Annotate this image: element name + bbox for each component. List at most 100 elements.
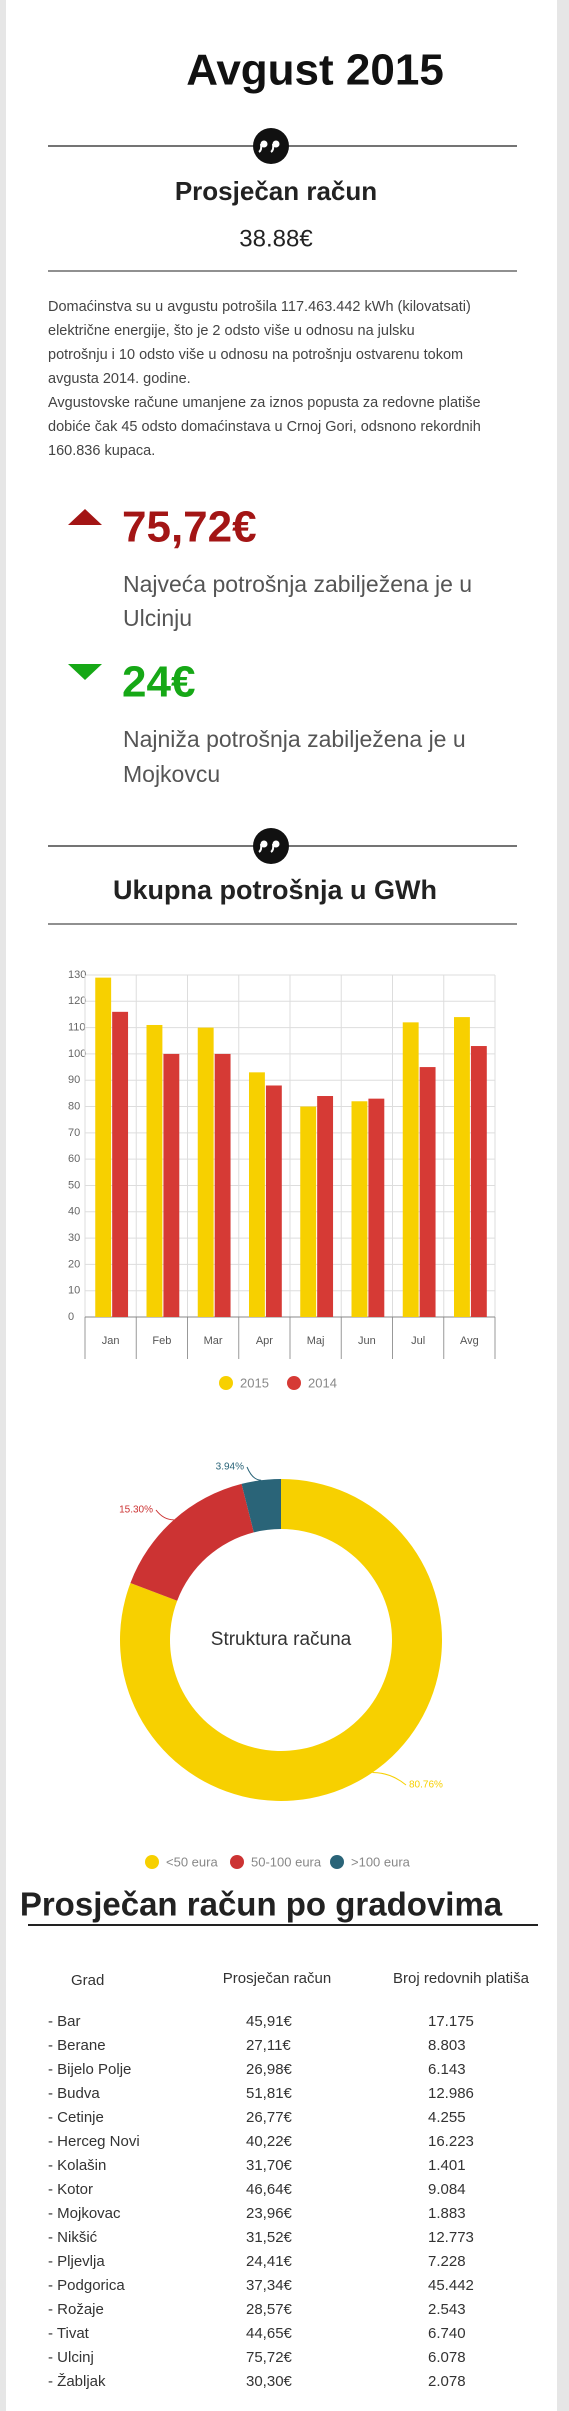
- x-tick-label: Avg: [460, 1335, 479, 1347]
- bar: [146, 1024, 163, 1317]
- legend-swatch: [230, 1855, 244, 1869]
- average-bill: 28,57€: [246, 2301, 293, 2318]
- y-tick-label: 80: [68, 1100, 80, 1112]
- bar: [197, 1027, 214, 1317]
- average-bill: 23,96€: [246, 2205, 293, 2222]
- y-tick-label: 30: [68, 1232, 80, 1244]
- leader-line: [155, 1509, 174, 1521]
- average-bill: 51,81€: [246, 2085, 293, 2102]
- average-bill: 75,72€: [246, 2349, 293, 2366]
- y-tick-label: 40: [68, 1206, 80, 1218]
- payer-count: 2.078: [428, 2373, 466, 2390]
- average-bill: 44,65€: [246, 2325, 293, 2342]
- highlight-text: Najveća potrošnja zabilježena je u: [123, 571, 472, 597]
- column-header: Prosječan račun: [223, 1970, 331, 1987]
- donut-center-label: Struktura računa: [211, 1629, 352, 1650]
- bar: [112, 1011, 129, 1317]
- y-tick-label: 0: [68, 1311, 74, 1323]
- intro-line: Domaćinstva su u avgustu potrošila 117.4…: [48, 299, 471, 315]
- table-title: Prosječan račun po gradovima: [20, 1886, 503, 1923]
- intro-line: dobiće čak 45 odsto domaćinstava u Crnoj…: [48, 419, 481, 435]
- x-tick-label: Mar: [204, 1335, 223, 1347]
- data-label: 80.76%: [409, 1780, 443, 1791]
- intro-line: 160.836 kupaca.: [48, 443, 155, 459]
- average-bill: 30,30€: [246, 2373, 293, 2390]
- data-label: 3.94%: [216, 1462, 244, 1473]
- leader-line: [246, 1466, 262, 1481]
- divider: [48, 128, 517, 164]
- payer-count: 12.986: [428, 2085, 474, 2102]
- bar: [249, 1072, 265, 1317]
- payer-count: 45.442: [428, 2277, 474, 2294]
- bar: [317, 1096, 334, 1317]
- y-tick-label: 50: [68, 1179, 80, 1191]
- column-header: Grad: [71, 1972, 104, 1989]
- divider: [48, 828, 517, 864]
- average-bill: 24,41€: [246, 2253, 293, 2270]
- x-tick-label: Jul: [411, 1335, 425, 1347]
- page-title: Avgust 2015: [186, 46, 444, 95]
- y-tick-label: 90: [68, 1074, 80, 1086]
- average-bill: 31,52€: [246, 2229, 293, 2246]
- bar: [163, 1053, 180, 1317]
- city: - Podgorica: [48, 2277, 125, 2294]
- column-header: Broj redovnih platiša: [393, 1970, 530, 1987]
- donut-slice: [130, 1483, 254, 1601]
- highlight-text: Mojkovcu: [123, 761, 220, 787]
- city: - Herceg Novi: [48, 2133, 140, 2150]
- city: - Kotor: [48, 2181, 93, 2198]
- payer-count: 6.740: [428, 2325, 466, 2342]
- city: - Žabljak: [48, 2373, 106, 2390]
- payer-count: 2.543: [428, 2301, 466, 2318]
- city: - Berane: [48, 2037, 106, 2054]
- legend-swatch: [219, 1376, 233, 1390]
- y-tick-label: 110: [68, 1022, 86, 1034]
- donut-slice: [241, 1478, 281, 1533]
- intro-line: potrošnju i 10 odsto više u odnosu na po…: [48, 347, 463, 363]
- payer-count: 12.773: [428, 2229, 474, 2246]
- average-bill: 26,98€: [246, 2061, 293, 2078]
- city: - Rožaje: [48, 2301, 104, 2318]
- subtitle: Prosječan račun: [175, 176, 377, 206]
- city: - Kolašin: [48, 2157, 106, 2174]
- donut-slice: [120, 1479, 443, 1801]
- city: - Budva: [48, 2085, 100, 2102]
- bar: [300, 1106, 317, 1317]
- y-tick-label: 100: [68, 1048, 86, 1060]
- intro-line: električne energije, što je 2 odsto više…: [48, 323, 415, 339]
- x-tick-label: Apr: [256, 1335, 273, 1347]
- legend-swatch: [145, 1855, 159, 1869]
- average-bill: 26,77€: [246, 2109, 293, 2126]
- bar: [214, 1053, 231, 1317]
- down-arrow: [68, 664, 102, 680]
- y-tick-label: 70: [68, 1127, 80, 1139]
- bar: [470, 1046, 487, 1317]
- up-arrow: [68, 509, 102, 525]
- bar: [402, 1022, 419, 1317]
- average-bill: 37,34€: [246, 2277, 293, 2294]
- bar: [419, 1067, 436, 1317]
- y-tick-label: 10: [68, 1285, 80, 1297]
- average-bill: 46,64€: [246, 2181, 293, 2198]
- highlight-text: Najniža potrošnja zabilježena je u: [123, 726, 466, 752]
- payer-count: 6.078: [428, 2349, 466, 2366]
- data-label: 15.30%: [119, 1505, 153, 1516]
- legend-label: 2014: [308, 1375, 337, 1390]
- bar: [368, 1098, 385, 1317]
- legend-swatch: [287, 1376, 301, 1390]
- y-tick-label: 60: [68, 1153, 80, 1165]
- highlight-text: Ulcinju: [123, 605, 192, 631]
- y-tick-label: 130: [68, 969, 86, 981]
- highlight-value: 24€: [122, 658, 195, 707]
- average-value: 38.88€: [239, 225, 313, 252]
- city: - Ulcinj: [48, 2349, 94, 2366]
- legend-label: >100 eura: [351, 1854, 411, 1869]
- bar: [95, 977, 112, 1317]
- city: - Pljevlja: [48, 2253, 105, 2270]
- legend-label: 50-100 eura: [251, 1854, 322, 1869]
- bar: [265, 1085, 282, 1317]
- y-tick-label: 20: [68, 1258, 80, 1270]
- x-tick-label: Maj: [307, 1335, 325, 1347]
